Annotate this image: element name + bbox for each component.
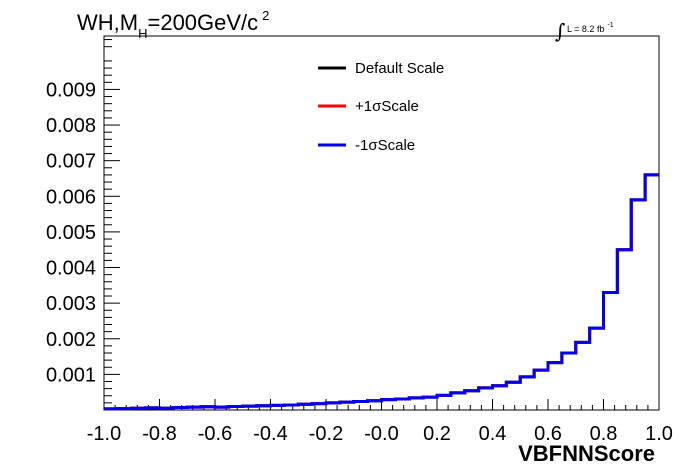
y-tick-label: 0.009: [46, 79, 96, 101]
x-tick-label: -0.4: [253, 423, 287, 445]
luminosity-superscript: -1: [607, 22, 613, 29]
axis-ticks: -1.0 -0.8 -0.6 -0.4 -0.2 -0.0 0.2 0.4 0.6 0.8 1.0 0…: [46, 39, 673, 445]
y-tick-label: 0.007: [46, 151, 96, 173]
y-tick-label: 0.008: [46, 115, 96, 137]
y-tick-label: 0.003: [46, 293, 96, 315]
legend-label: Default Scale: [355, 60, 444, 77]
luminosity-label: L = 8.2 fb -1: [567, 22, 614, 34]
y-tick-label: 0.004: [46, 258, 96, 280]
y-tick-label: 0.001: [46, 364, 96, 386]
x-tick-label: 0.4: [479, 423, 507, 445]
legend-label: -1σScale: [355, 137, 415, 154]
x-tick-label: 0.8: [590, 423, 618, 445]
y-tick-label: 0.006: [46, 186, 96, 208]
title-main-text: WH,M: [77, 10, 138, 35]
y-tick-label: 0.002: [46, 329, 96, 351]
chart-title: WH,MH=200GeV/c 2: [77, 8, 269, 41]
x-tick-label: -1.0: [87, 423, 121, 445]
legend: Default Scale +1σScale -1σScale: [318, 60, 444, 154]
x-tick-label: -0.6: [198, 423, 232, 445]
y-tick-label: 0.005: [46, 222, 96, 244]
x-tick-label: -0.8: [142, 423, 176, 445]
x-tick-label: 0.6: [534, 423, 562, 445]
x-axis-title: VBFNNScore: [518, 441, 655, 466]
series-line-2: [104, 173, 659, 411]
legend-label: +1σScale: [355, 98, 419, 115]
series-line-1: [104, 173, 659, 411]
x-tick-label: 1.0: [645, 423, 673, 445]
series-line-0: [104, 173, 659, 411]
x-tick-label: 0.2: [423, 423, 451, 445]
title-superscript: 2: [262, 8, 269, 23]
x-tick-label: -0.2: [309, 423, 343, 445]
title-rest-text: =200GeV/c: [147, 10, 258, 35]
luminosity-integral-symbol: ∫: [555, 19, 565, 43]
title-subscript: H: [138, 26, 147, 41]
luminosity-text: L = 8.2 fb: [567, 24, 604, 34]
x-tick-label: -0.0: [364, 423, 398, 445]
series-group: [104, 173, 659, 411]
